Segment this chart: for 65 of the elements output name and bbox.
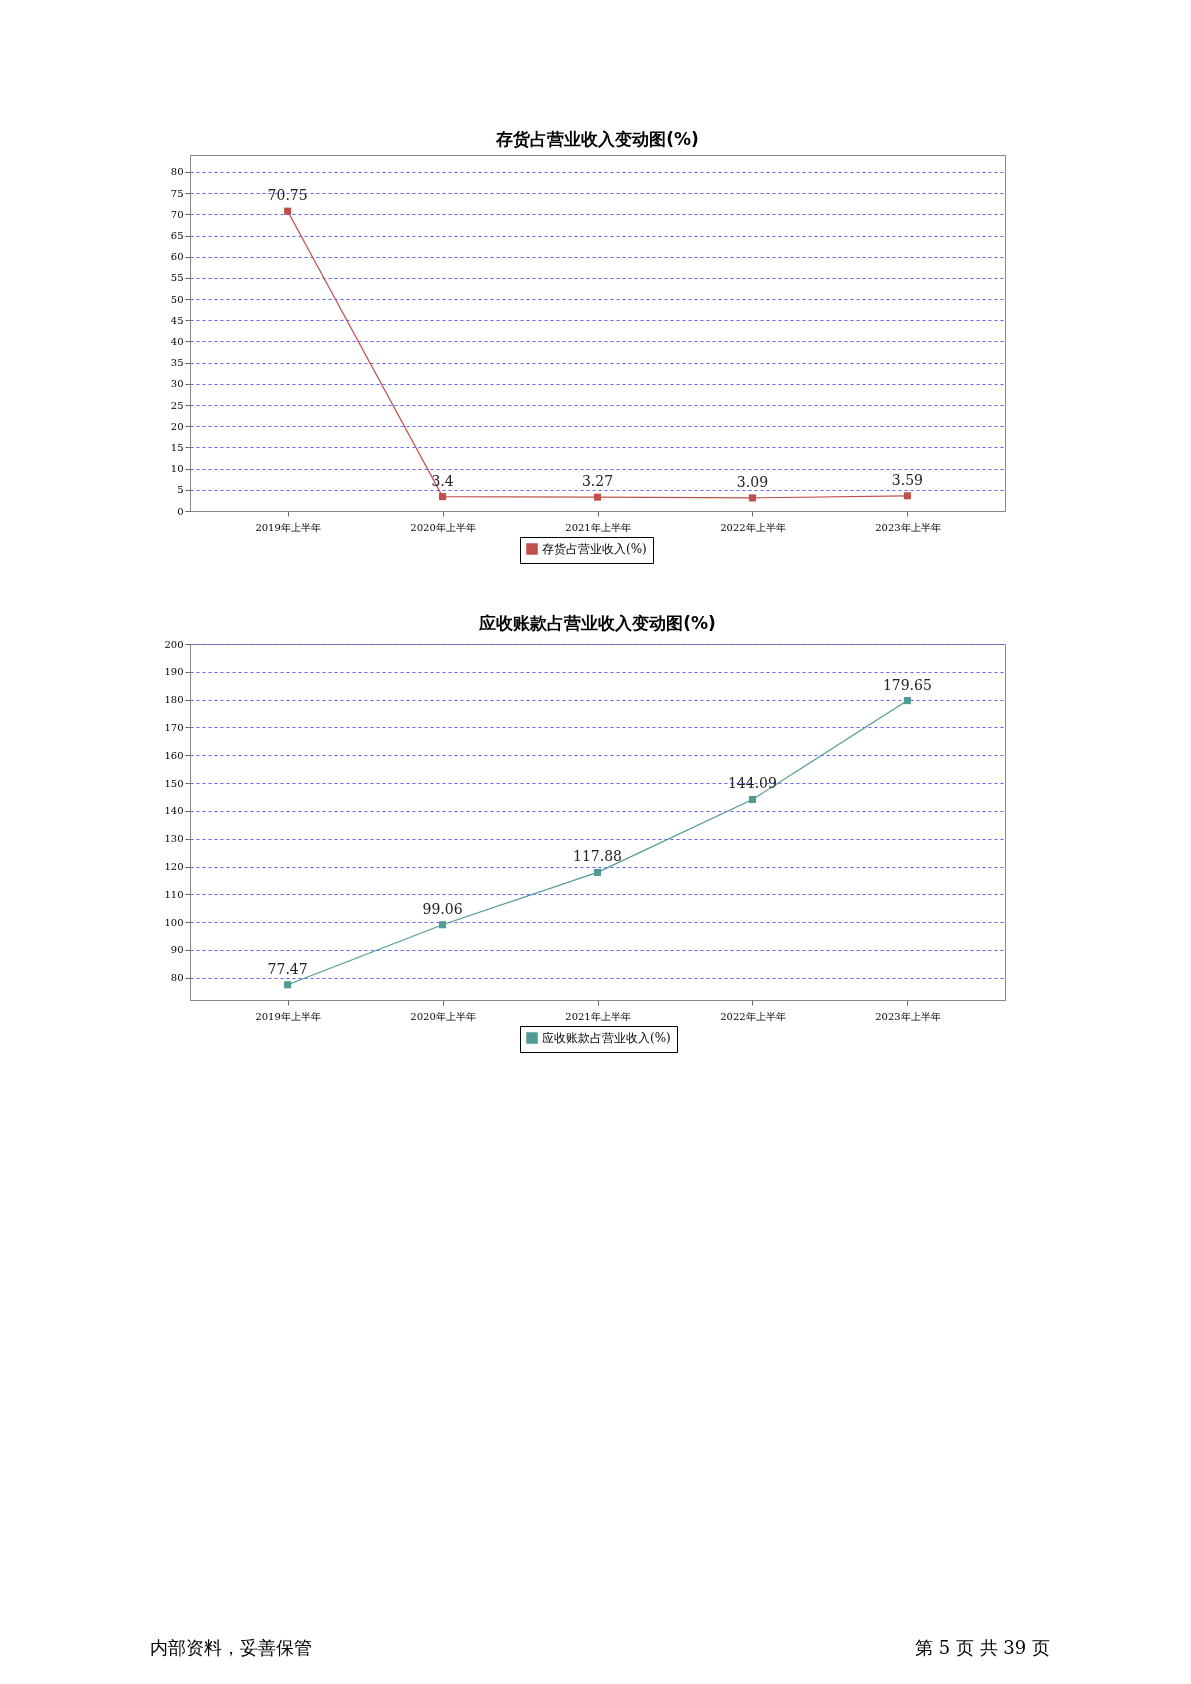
x-tick-label: 2019年上半年	[255, 521, 321, 533]
y-tick-label: 90	[170, 944, 184, 956]
chart-title: 应收账款占营业收入变动图(%)	[478, 613, 716, 633]
y-tick-label: 0	[177, 505, 184, 517]
y-tick-label: 120	[164, 861, 184, 872]
x-tick-label: 2020年上半年	[410, 521, 476, 533]
x-tick-label: 2023年上半年	[875, 521, 941, 533]
x-tick-label: 2022年上半年	[720, 521, 786, 533]
y-tick-label: 5	[177, 484, 184, 496]
y-tick-label: 80	[170, 166, 184, 178]
y-tick-label: 75	[170, 187, 184, 199]
data-label: 3.09	[736, 473, 769, 490]
y-tick-label: 160	[164, 749, 184, 761]
y-tick-label: 30	[170, 378, 184, 390]
x-tick-label: 2023年上半年	[875, 1010, 941, 1022]
y-tick-label: 50	[170, 293, 184, 305]
y-tick-label: 80	[170, 972, 184, 984]
y-tick-label: 170	[164, 721, 184, 733]
data-label: 144.09	[727, 775, 777, 792]
y-tick-label: 25	[170, 399, 184, 411]
x-tick-label: 2019年上半年	[255, 1010, 321, 1022]
legend-label: 存货占营业收入(%)	[542, 542, 647, 556]
point	[593, 868, 602, 876]
y-tick-label: 180	[164, 694, 184, 706]
point	[439, 493, 447, 501]
y-tick-label: 35	[170, 357, 184, 369]
data-label: 70.75	[267, 187, 308, 204]
point	[748, 795, 756, 804]
data-label: 3.27	[581, 473, 614, 490]
point	[284, 981, 292, 989]
x-tick-label: 2021年上半年	[565, 521, 631, 533]
y-tick-label: 190	[164, 666, 184, 678]
legend-label: 应收账款占营业收入(%)	[542, 1031, 671, 1045]
text: 第 5 页 共 39 页	[915, 1637, 1050, 1658]
point	[903, 697, 911, 705]
y-tick-label: 55	[170, 272, 184, 284]
data-label: 3.59	[891, 471, 923, 488]
x-tick-label: 2021年上半年	[565, 1010, 631, 1022]
text: 内部资料，妥善保管	[150, 1637, 312, 1658]
y-tick-label: 110	[164, 888, 184, 900]
x-tick-label: 2020年上半年	[410, 1010, 476, 1022]
y-tick-label: 150	[164, 777, 184, 789]
y-tick-label: 20	[170, 420, 184, 432]
y-tick-label: 70	[170, 208, 184, 220]
y-tick-label: 200	[164, 638, 184, 650]
point	[748, 494, 756, 502]
point	[903, 492, 911, 500]
y-tick-label: 140	[164, 805, 184, 817]
y-tick-label: 130	[164, 833, 184, 845]
chart-title: 存货占营业收入变动图(%)	[495, 129, 699, 149]
point	[439, 921, 447, 929]
y-tick-label: 60	[170, 251, 184, 263]
y-tick-label: 15	[170, 441, 184, 453]
y-tick-label: 65	[170, 230, 184, 242]
x-tick-label: 2022年上半年	[720, 1010, 786, 1022]
y-tick-label: 40	[170, 335, 184, 347]
data-label: 179.65	[882, 676, 932, 693]
data-label: 77.47	[267, 960, 308, 977]
point	[284, 207, 292, 215]
y-tick-label: 45	[170, 314, 184, 326]
y-tick-label: 10	[170, 463, 184, 475]
point	[593, 493, 602, 501]
y-tick-label: 100	[164, 916, 184, 928]
data-label: 117.88	[573, 848, 622, 865]
data-label: 99.06	[422, 900, 463, 917]
